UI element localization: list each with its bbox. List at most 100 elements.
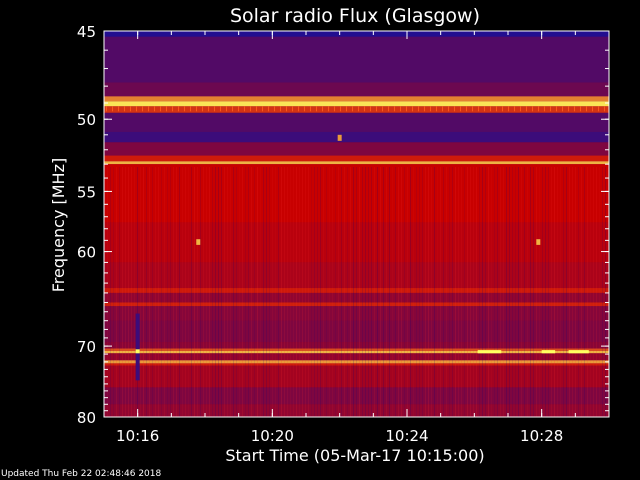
texture-tick [220, 106, 221, 112]
plot-frame [103, 30, 610, 418]
texture-stripe [227, 166, 228, 417]
texture-stripe [170, 166, 171, 417]
texture-stripe [371, 166, 372, 417]
texture-tick [406, 106, 407, 112]
texture-stripe [491, 166, 492, 417]
texture-tick [340, 106, 341, 112]
texture-stripe [392, 166, 393, 417]
texture-stripe [161, 166, 162, 417]
band-3 [104, 96, 609, 102]
texture-tick [460, 106, 461, 112]
texture-stripe [206, 166, 207, 417]
y-tick-label-70: 70 [77, 338, 96, 356]
texture-tick [418, 106, 419, 112]
spectrogram-texture [104, 106, 609, 417]
texture-tick [142, 106, 143, 112]
texture-stripe [407, 166, 408, 417]
texture-tick [184, 106, 185, 112]
texture-stripe [446, 166, 447, 417]
texture-tick [334, 106, 335, 112]
texture-tick [358, 106, 359, 112]
texture-stripe [176, 166, 177, 417]
texture-tick [376, 106, 377, 112]
band-22 [104, 353, 609, 361]
texture-tick [448, 106, 449, 112]
texture-stripe [368, 166, 369, 417]
band-11 [104, 164, 609, 223]
texture-stripe [305, 166, 306, 417]
texture-stripe [350, 166, 351, 417]
texture-tick [502, 106, 503, 112]
texture-stripe [476, 166, 477, 417]
texture-tick [244, 106, 245, 112]
texture-stripe [224, 166, 225, 417]
band-23 [104, 360, 609, 364]
band-20 [104, 348, 609, 351]
texture-stripe [587, 166, 588, 417]
texture-stripe [428, 166, 429, 417]
texture-stripe [389, 166, 390, 417]
texture-stripe [155, 166, 156, 417]
texture-stripe [506, 166, 507, 417]
texture-stripe [251, 166, 252, 417]
texture-tick [478, 106, 479, 112]
texture-stripe [209, 166, 210, 417]
texture-stripe [386, 166, 387, 417]
texture-stripe [239, 166, 240, 417]
texture-stripe [521, 166, 522, 417]
event-spot-10:28 [536, 239, 541, 245]
texture-stripe [329, 166, 330, 417]
texture-stripe [503, 166, 504, 417]
texture-tick [298, 106, 299, 112]
texture-tick [442, 106, 443, 112]
texture-stripe [416, 166, 417, 417]
texture-stripe [236, 166, 237, 417]
texture-tick [196, 106, 197, 112]
texture-stripe [221, 166, 222, 417]
texture-tick [160, 106, 161, 112]
texture-stripe [317, 166, 318, 417]
texture-stripe [179, 166, 180, 417]
texture-tick [256, 106, 257, 112]
texture-tick [520, 106, 521, 112]
texture-stripe [197, 166, 198, 417]
event-interference-10:16 [135, 313, 140, 381]
texture-stripe [113, 166, 114, 417]
texture-stripe [452, 166, 453, 417]
texture-stripe [467, 166, 468, 417]
texture-tick [148, 106, 149, 112]
texture-stripe [122, 166, 123, 417]
texture-stripe [590, 166, 591, 417]
y-tick-label-80: 80 [77, 409, 96, 427]
texture-stripe [296, 166, 297, 417]
texture-tick [388, 106, 389, 112]
band-21 [104, 350, 609, 354]
texture-stripe [200, 166, 201, 417]
band-25 [104, 365, 609, 388]
texture-tick [400, 106, 401, 112]
texture-stripe [374, 166, 375, 417]
texture-stripe [338, 166, 339, 417]
texture-tick [286, 106, 287, 112]
event-spot-10:22 [337, 134, 342, 141]
texture-stripe [500, 166, 501, 417]
texture-stripe [116, 166, 117, 417]
texture-tick [106, 106, 107, 112]
x-axis-label: Start Time (05-Mar-17 10:15:00) [225, 446, 484, 465]
texture-stripe [404, 166, 405, 417]
texture-tick [394, 106, 395, 112]
texture-stripe [134, 166, 135, 417]
texture-stripe [215, 166, 216, 417]
texture-tick [436, 106, 437, 112]
texture-tick [364, 106, 365, 112]
texture-stripe [287, 166, 288, 417]
texture-tick [454, 106, 455, 112]
band-5 [104, 106, 609, 113]
texture-stripe [140, 166, 141, 417]
texture-stripe [311, 166, 312, 417]
texture-tick [604, 106, 605, 112]
texture-tick [136, 106, 137, 112]
footer-updated: Updated Thu Feb 22 02:48:46 2018 [1, 469, 162, 479]
texture-stripe [464, 166, 465, 417]
y-tick-label-45: 45 [77, 23, 96, 41]
